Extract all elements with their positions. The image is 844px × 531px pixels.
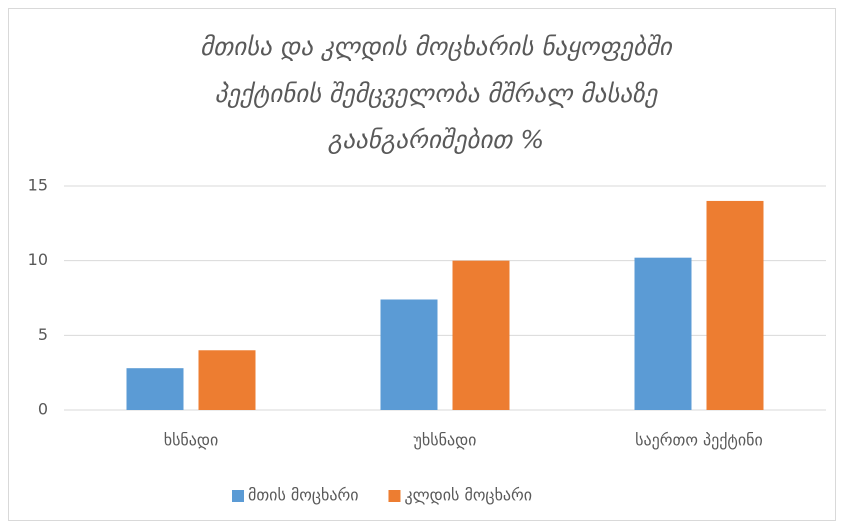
legend-swatch [388,490,401,502]
y-tick-label: 15 [28,176,48,195]
bar [452,260,510,410]
x-tick-label: უხსნადი [414,431,477,450]
bar [634,257,692,410]
y-tick-label: 0 [38,400,48,419]
x-tick-label: ხსნადი [164,431,219,450]
y-tick-label: 5 [38,325,48,344]
legend-swatch [232,490,244,502]
bar [380,299,438,410]
chart-title: პექტინის შემცველობა მშრალ მასაზე [215,79,659,108]
legend-label: მთის მოცხარი [248,486,358,505]
chart-title: გაანგარიშებით % [328,125,544,154]
bar [198,350,256,410]
x-tick-label: საერთო პექტინი [635,431,763,450]
legend-label: კლდის მოცხარი [404,486,532,505]
y-tick-label: 10 [28,250,48,269]
bar [126,368,184,410]
bar [706,200,764,410]
chart-frame [8,8,836,521]
chart-title: მთისა და კლდის მოცხარის ნაყოფებში [200,32,674,61]
